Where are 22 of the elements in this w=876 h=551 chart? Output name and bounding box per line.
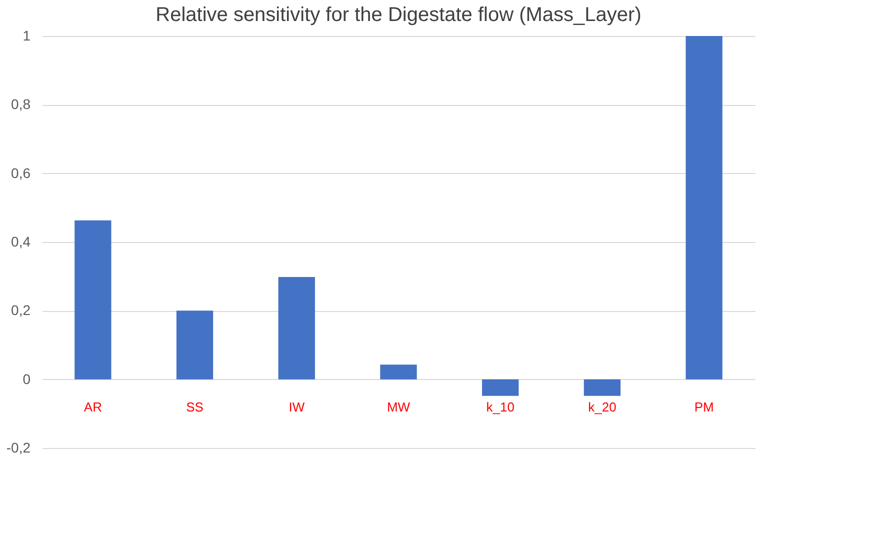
bar (482, 379, 519, 396)
y-tick-label: 0,8 (11, 96, 31, 112)
bar (584, 379, 621, 396)
y-tick-label: 0,2 (11, 302, 31, 318)
y-tick-label: 0,4 (11, 234, 31, 250)
y-tick-label: 0,6 (11, 164, 31, 181)
bar (686, 36, 722, 380)
y-tick-label: -0,2 (6, 440, 31, 456)
bar (380, 364, 417, 380)
x-tick-label: SS (186, 399, 204, 414)
x-tick-label: k_20 (588, 399, 616, 414)
chart-title: Relative sensitivity for the Digestate flow (Mass_Layer) (156, 4, 642, 26)
y-tick-label: 1 (22, 28, 31, 44)
bar (176, 310, 214, 380)
y-tick-label: 0 (22, 370, 31, 387)
x-tick-label: PM (694, 399, 714, 414)
x-tick-label: MW (386, 399, 411, 414)
bar (74, 220, 112, 380)
x-tick-label: AR (84, 399, 102, 414)
x-tick-label: k_10 (486, 399, 514, 414)
x-tick-label: IW (288, 399, 306, 414)
bar (278, 277, 315, 380)
